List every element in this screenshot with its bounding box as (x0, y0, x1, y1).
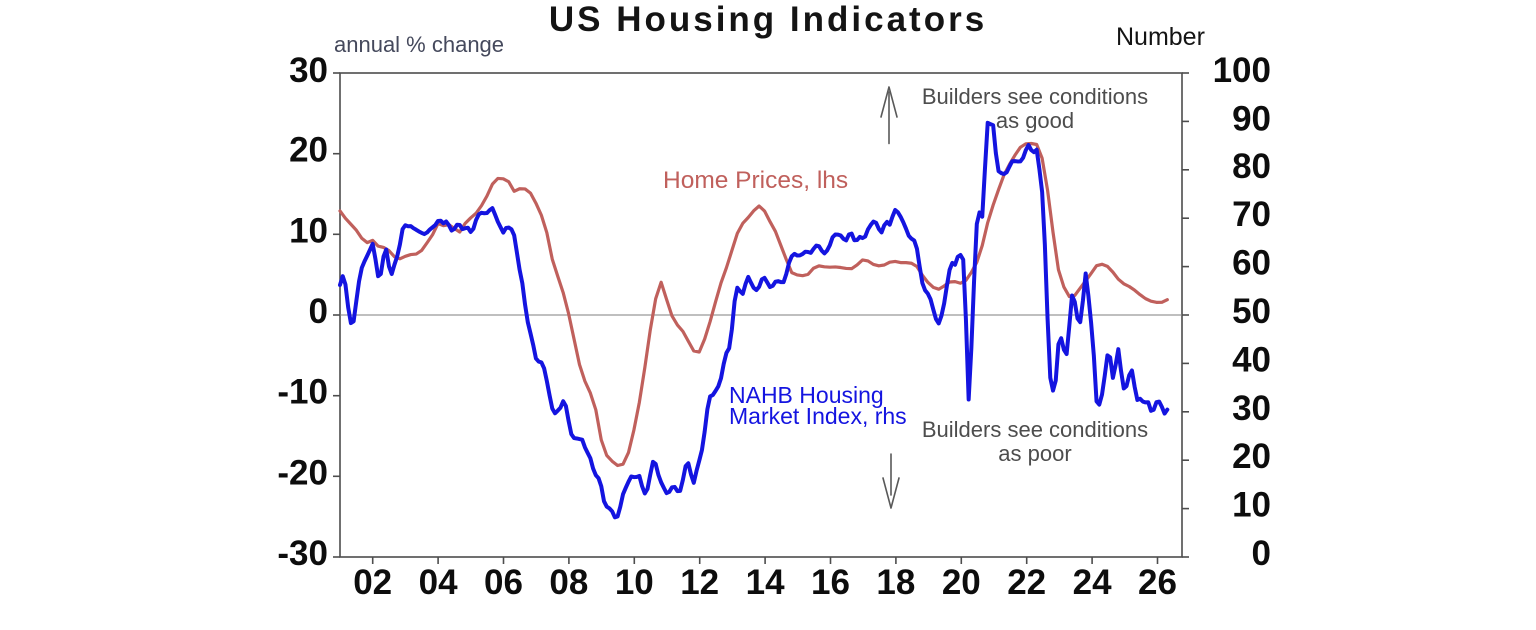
svg-text:0: 0 (1252, 534, 1271, 573)
svg-text:50: 50 (1232, 292, 1271, 331)
svg-text:90: 90 (1232, 99, 1271, 138)
svg-text:annual % change: annual % change (334, 32, 504, 57)
svg-text:-20: -20 (277, 453, 328, 492)
svg-text:14: 14 (746, 563, 785, 602)
svg-text:20: 20 (289, 131, 328, 170)
svg-text:Builders see conditions: Builders see conditions (922, 84, 1148, 109)
svg-text:10: 10 (615, 563, 654, 602)
svg-text:100: 100 (1213, 51, 1271, 90)
svg-text:Builders see conditions: Builders see conditions (922, 417, 1148, 442)
svg-text:10: 10 (289, 211, 328, 250)
svg-text:08: 08 (549, 563, 588, 602)
svg-text:60: 60 (1232, 244, 1271, 283)
svg-text:22: 22 (1007, 563, 1046, 602)
svg-text:US Housing Indicators: US Housing Indicators (549, 0, 987, 39)
svg-text:30: 30 (1232, 389, 1271, 428)
svg-text:06: 06 (484, 563, 523, 602)
svg-text:16: 16 (811, 563, 850, 602)
svg-text:12: 12 (680, 563, 719, 602)
svg-text:Market Index, rhs: Market Index, rhs (729, 403, 907, 429)
svg-text:30: 30 (289, 51, 328, 90)
svg-text:24: 24 (1073, 563, 1112, 602)
svg-text:80: 80 (1232, 147, 1271, 186)
svg-text:20: 20 (942, 563, 981, 602)
svg-text:Number: Number (1116, 23, 1205, 51)
svg-text:20: 20 (1232, 437, 1271, 476)
svg-text:18: 18 (876, 563, 915, 602)
svg-text:Home Prices, lhs: Home Prices, lhs (663, 167, 848, 194)
svg-text:10: 10 (1232, 486, 1271, 525)
svg-text:0: 0 (309, 292, 328, 331)
svg-text:40: 40 (1232, 340, 1271, 379)
svg-text:as good: as good (996, 108, 1074, 133)
svg-text:70: 70 (1232, 195, 1271, 234)
svg-text:04: 04 (419, 563, 458, 602)
svg-text:-30: -30 (277, 534, 328, 573)
svg-text:-10: -10 (277, 373, 328, 412)
svg-text:26: 26 (1138, 563, 1177, 602)
svg-text:as poor: as poor (998, 441, 1071, 466)
svg-text:02: 02 (353, 563, 392, 602)
